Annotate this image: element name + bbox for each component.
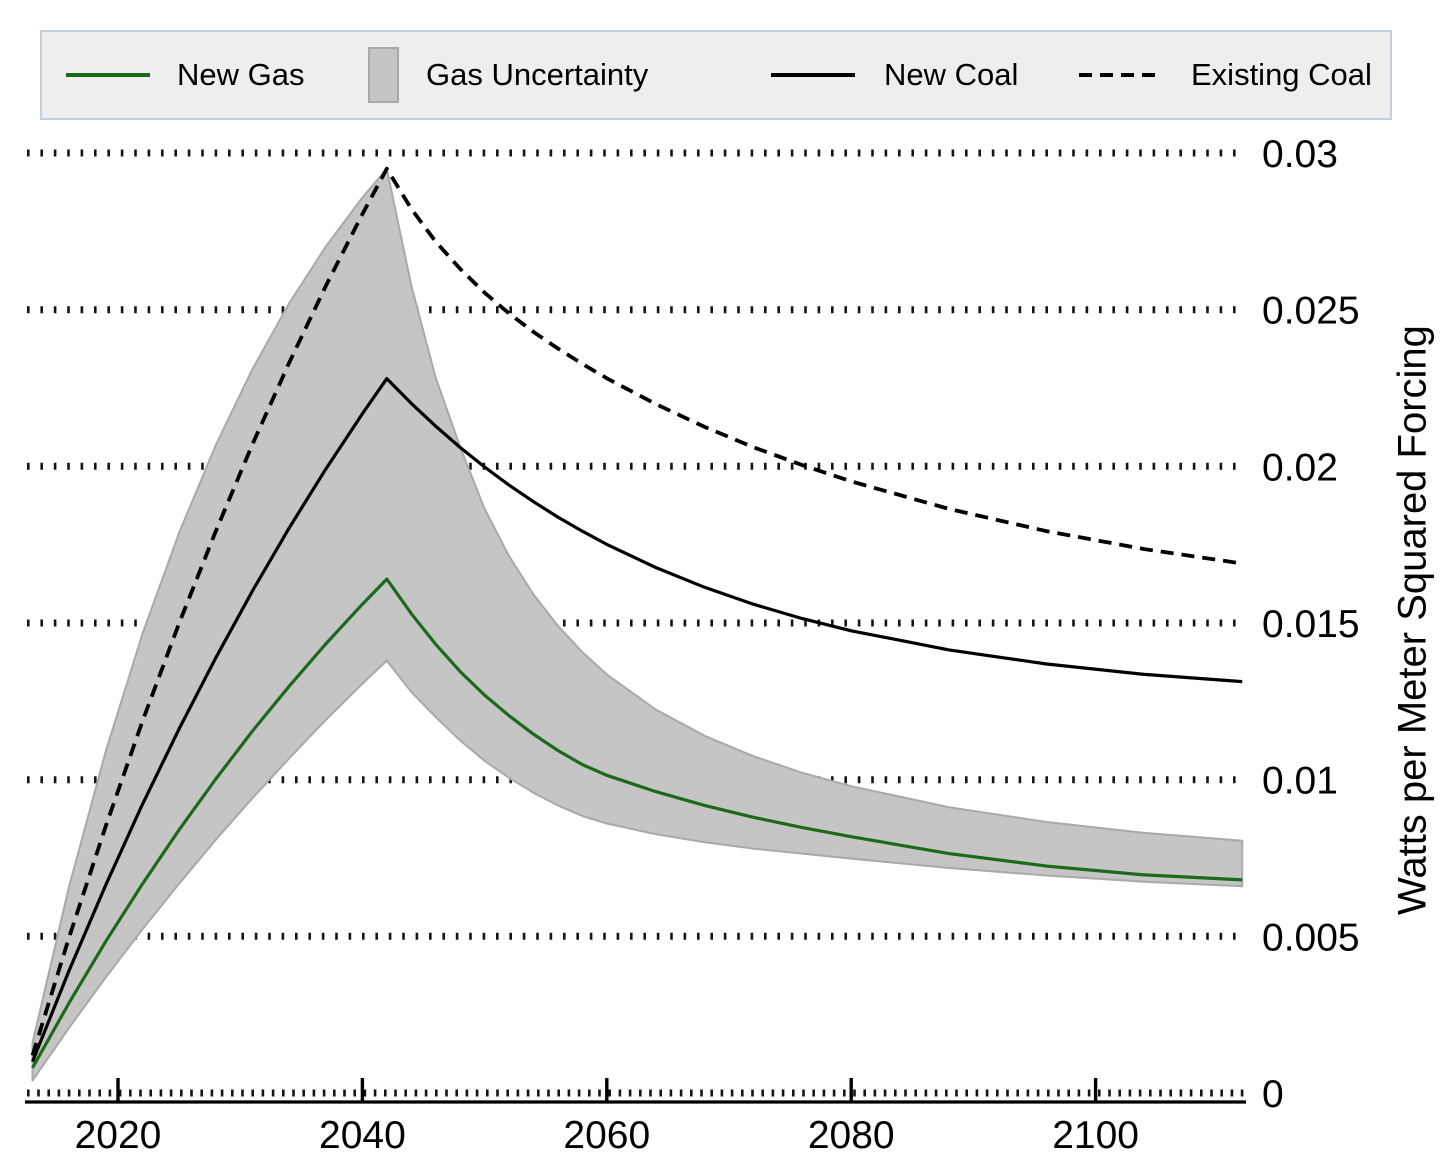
legend-label-new-gas: New Gas — [177, 57, 305, 92]
legend: New Gas Gas Uncertainty New Coal Existin… — [40, 30, 1392, 120]
y-tick-label-0.01: 0.01 — [1262, 760, 1338, 803]
y-tick-label-0.025: 0.025 — [1262, 290, 1360, 333]
x-tick-label-2060: 2060 — [563, 1114, 650, 1157]
existing-coal-dashed-swatch — [1079, 73, 1163, 77]
y-axis-title: Watts per Meter Squared Forcing — [1390, 325, 1435, 915]
existing-coal-line — [30, 166, 1243, 1056]
new-coal-line-swatch — [771, 73, 855, 77]
legend-label-gas-uncertainty: Gas Uncertainty — [426, 57, 649, 92]
gas-uncertainty-box-swatch — [368, 47, 399, 103]
new-coal-line — [31, 377, 1243, 1063]
y-tick-label-0.005: 0.005 — [1262, 916, 1360, 959]
x-tick-label-2080: 2080 — [808, 1114, 895, 1157]
y-tick-label-0.02: 0.02 — [1262, 446, 1338, 489]
legend-label-existing-coal: Existing Coal — [1191, 57, 1372, 92]
x-tick-label-2020: 2020 — [75, 1114, 162, 1157]
y-tick-label-0: 0 — [1262, 1073, 1284, 1116]
x-tick-label-2100: 2100 — [1052, 1114, 1139, 1157]
y-tick-label-0.015: 0.015 — [1262, 603, 1360, 646]
new-gas-line-swatch — [66, 73, 150, 77]
legend-label-new-coal: New Coal — [884, 57, 1019, 92]
new-gas-line — [31, 577, 1243, 1069]
y-tick-label-0.03: 0.03 — [1262, 133, 1338, 176]
x-tick-label-2040: 2040 — [319, 1114, 406, 1157]
